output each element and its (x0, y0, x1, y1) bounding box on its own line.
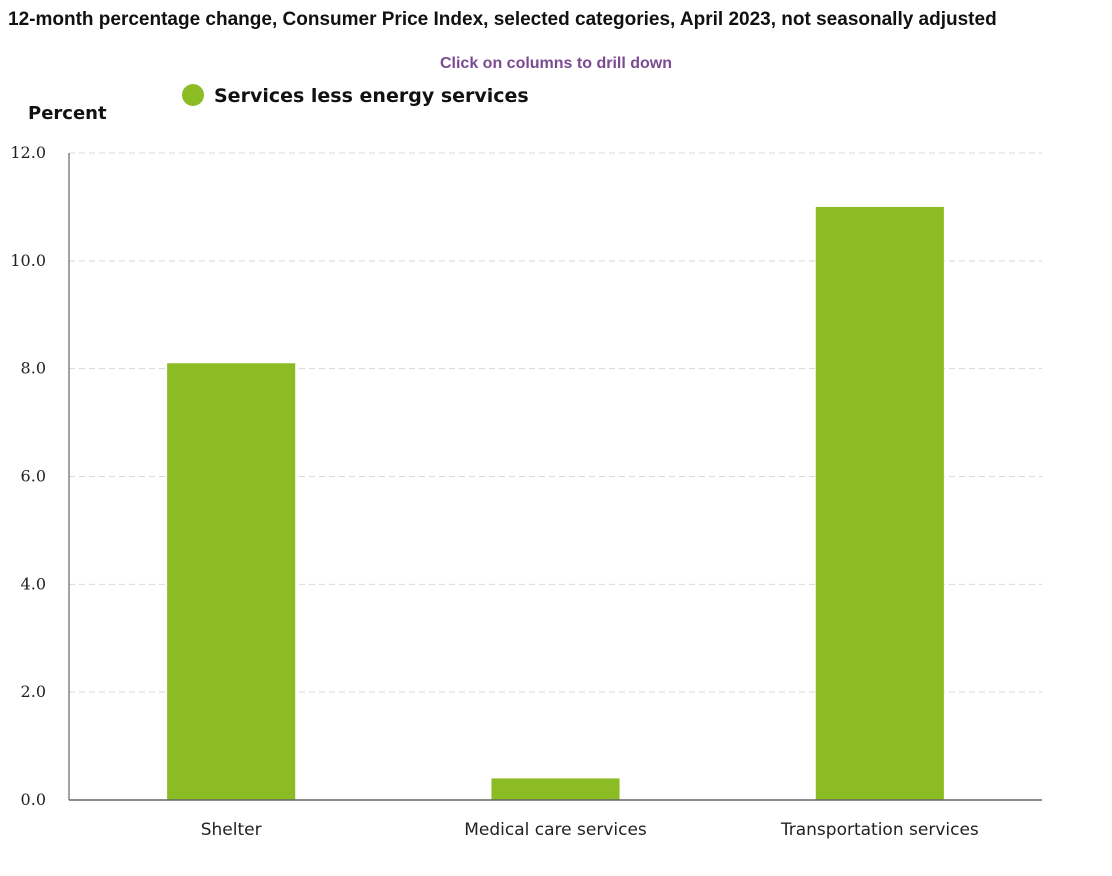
y-tick-label: 10.0 (10, 251, 46, 270)
x-axis-ticks: Shelter Medical care services Transportati… (201, 820, 979, 840)
x-tick-label: Medical care services (464, 820, 647, 840)
bar[interactable] (167, 363, 296, 800)
chart-title: 12-month percentage change, Consumer Pri… (8, 9, 997, 30)
y-tick-label: 2.0 (21, 682, 46, 701)
chart-subtitle: Click on columns to drill down (439, 55, 672, 72)
bar[interactable] (815, 206, 944, 800)
bar[interactable] (491, 778, 620, 800)
legend-marker (182, 84, 204, 106)
bars[interactable] (167, 206, 944, 800)
y-tick-label: 4.0 (21, 574, 46, 593)
y-tick-label: 0.0 (21, 790, 46, 809)
x-tick-label: Transportation services (780, 820, 979, 840)
y-tick-label: 12.0 (10, 143, 46, 162)
legend-label: Services less energy services (214, 85, 529, 107)
y-tick-label: 6.0 (21, 467, 46, 486)
axes (68, 153, 1042, 801)
x-tick-label: Shelter (201, 820, 262, 840)
y-tick-label: 8.0 (21, 359, 46, 378)
y-axis-label: Percent (28, 103, 107, 124)
y-axis-ticks: 0.0 2.0 4.0 6.0 8.0 10.0 12.0 (10, 143, 46, 809)
legend[interactable]: Services less energy services (182, 84, 529, 107)
